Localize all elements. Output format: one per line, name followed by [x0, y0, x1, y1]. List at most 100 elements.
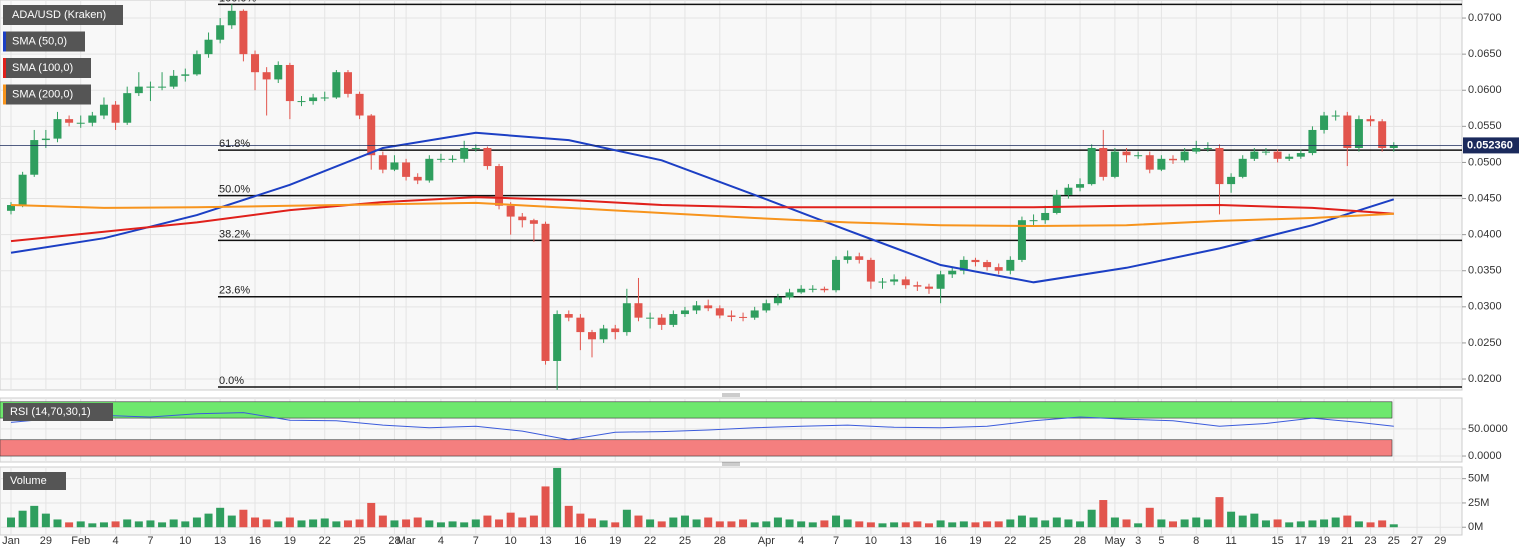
- legend-box[interactable]: [3, 5, 123, 25]
- candle-body: [204, 39, 213, 55]
- volume-bar: [285, 517, 294, 528]
- candle-body: [994, 267, 1003, 271]
- volume-bar: [1180, 519, 1189, 528]
- volume-bar: [704, 517, 713, 528]
- volume-bar: [262, 519, 271, 528]
- y-tick-label: 0.0400: [1468, 229, 1502, 241]
- legend-label[interactable]: Volume: [10, 475, 47, 487]
- volume-bar: [553, 467, 562, 528]
- x-tick-label: 5: [1158, 535, 1164, 547]
- pane-grip[interactable]: [722, 393, 740, 397]
- candle-body: [692, 305, 701, 311]
- volume-bar: [30, 505, 39, 528]
- volume-bar: [1017, 515, 1026, 528]
- volume-bar: [506, 512, 515, 528]
- x-tick-label: 25: [1388, 535, 1400, 547]
- candle-body: [727, 315, 736, 317]
- volume-bar: [402, 519, 411, 528]
- candle-body: [227, 10, 236, 26]
- volume-bar: [425, 520, 434, 528]
- fib-label: 100.0%: [219, 0, 257, 4]
- legend-label[interactable]: SMA (100,0): [12, 62, 73, 74]
- candle-body: [1285, 156, 1294, 159]
- volume-bar: [1273, 519, 1282, 528]
- volume-bar: [146, 520, 155, 528]
- volume-bar: [843, 519, 852, 528]
- x-tick-label: May: [1105, 535, 1126, 547]
- volume-bar: [1203, 519, 1212, 528]
- candle-body: [1169, 158, 1177, 161]
- volume-bar: [1122, 519, 1131, 528]
- sma-line: [10, 131, 1395, 284]
- candle-body: [390, 162, 399, 170]
- candle-body: [739, 316, 748, 318]
- candle-body: [890, 279, 899, 282]
- volume-bar: [855, 521, 864, 528]
- candle-body: [274, 64, 283, 80]
- candle-body: [76, 122, 85, 124]
- volume-bar: [564, 505, 573, 528]
- candle-body: [262, 72, 271, 80]
- legend-box[interactable]: [3, 31, 85, 52]
- candle-body: [1110, 151, 1119, 177]
- last-price-label: 0.052360: [1467, 139, 1513, 151]
- candle-body: [785, 292, 794, 298]
- candle-body: [983, 262, 992, 268]
- volume-bar: [448, 521, 457, 528]
- candle-body: [309, 97, 318, 102]
- legend-label[interactable]: SMA (200,0): [12, 88, 73, 100]
- candle-body: [41, 138, 50, 141]
- y-tick-label: 0.0450: [1468, 192, 1502, 204]
- volume-bar: [1145, 507, 1154, 528]
- x-tick-label: 22: [1004, 535, 1016, 547]
- volume-bar: [378, 515, 387, 528]
- candle-body: [1378, 121, 1387, 149]
- volume-bar: [53, 519, 62, 528]
- volume-bar: [1389, 524, 1398, 528]
- y-tick-label: 0.0650: [1468, 48, 1502, 60]
- sma-line: [10, 196, 1394, 243]
- volume-bar: [529, 515, 538, 528]
- candle-body: [1250, 151, 1259, 159]
- candle-body: [1215, 148, 1224, 185]
- candle-body: [1203, 148, 1212, 150]
- legend-label[interactable]: SMA (50,0): [12, 35, 67, 47]
- candle-body: [355, 93, 364, 116]
- candle-body: [448, 158, 457, 160]
- candle-body: [18, 174, 27, 206]
- volume-bar: [739, 519, 748, 528]
- pane-grip[interactable]: [722, 462, 740, 466]
- legend-swatch: [3, 31, 6, 52]
- candle-body: [1296, 153, 1305, 157]
- volume-bar: [134, 521, 143, 528]
- x-tick-label: 28: [1074, 535, 1086, 547]
- volume-bar: [692, 519, 701, 528]
- candle-body: [611, 328, 620, 333]
- candle-body: [192, 54, 201, 75]
- x-tick-label: 25: [679, 535, 691, 547]
- volume-bar: [588, 518, 596, 528]
- legend-label[interactable]: RSI (14,70,30,1): [10, 406, 91, 418]
- candle-body: [529, 220, 538, 224]
- legend-label[interactable]: ADA/USD (Kraken): [12, 9, 106, 21]
- legend-box[interactable]: [3, 58, 91, 78]
- candle-body: [959, 259, 968, 271]
- legend-box[interactable]: [3, 403, 113, 421]
- volume-bar: [808, 522, 817, 528]
- candle-body: [1052, 194, 1061, 213]
- volume-bar: [111, 521, 120, 528]
- x-tick-label: 10: [179, 535, 191, 547]
- volume-bar: [495, 519, 504, 528]
- legend-box[interactable]: [3, 84, 91, 105]
- volume-bar: [274, 521, 283, 528]
- volume-bar: [983, 521, 992, 528]
- candle-body: [320, 97, 329, 99]
- candle-body: [518, 216, 527, 221]
- volume-bar: [1029, 517, 1038, 528]
- candle-body: [797, 288, 806, 293]
- candle-body: [1331, 115, 1340, 117]
- volume-bar: [1134, 523, 1143, 528]
- volume-bar: [390, 520, 399, 528]
- legend-box[interactable]: [3, 472, 66, 490]
